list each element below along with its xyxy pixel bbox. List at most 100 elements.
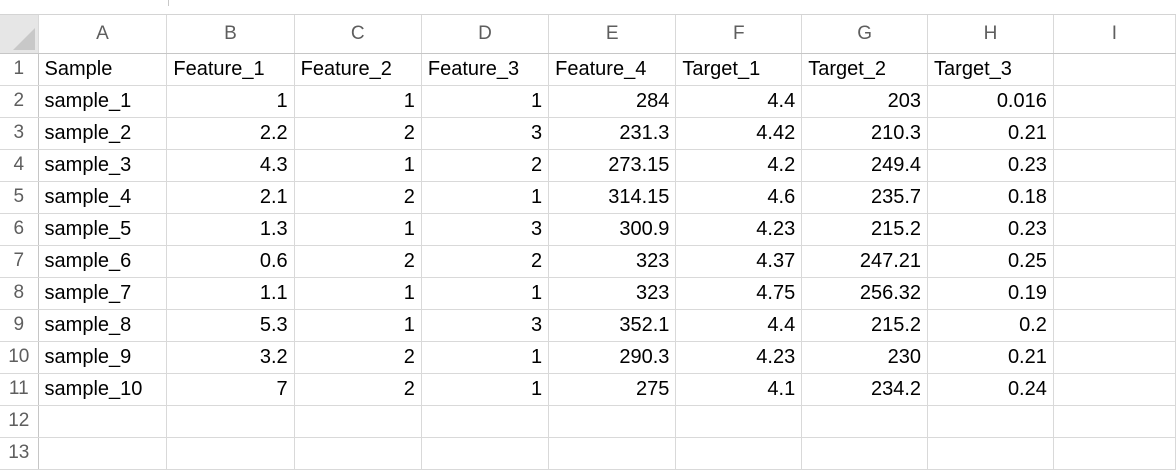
cell-C5[interactable]: 2	[294, 181, 422, 214]
cell-A11[interactable]: sample_10	[38, 373, 168, 406]
cell-G8[interactable]: 256.32	[801, 277, 929, 310]
cell-G7[interactable]: 247.21	[801, 245, 929, 278]
cell-A9[interactable]: sample_8	[38, 309, 168, 342]
row-header-10[interactable]: 10	[0, 341, 39, 374]
cell-A6[interactable]: sample_5	[38, 213, 168, 246]
cell-A2[interactable]: sample_1	[38, 85, 168, 118]
cell-A10[interactable]: sample_9	[38, 341, 168, 374]
cell-D9[interactable]: 3	[421, 309, 550, 342]
cell-A3[interactable]: sample_2	[38, 117, 168, 150]
cell-I6[interactable]	[1053, 213, 1176, 246]
cell-H9[interactable]: 0.2	[927, 309, 1054, 342]
cell-A4[interactable]: sample_3	[38, 149, 168, 182]
cell-F10[interactable]: 4.23	[675, 341, 803, 374]
row-header-8[interactable]: 8	[0, 277, 39, 310]
cell-B1[interactable]: Feature_1	[166, 53, 295, 86]
cell-C6[interactable]: 1	[294, 213, 422, 246]
cell-G1[interactable]: Target_2	[801, 53, 929, 86]
cell-B11[interactable]: 7	[166, 373, 295, 406]
cell-F8[interactable]: 4.75	[675, 277, 803, 310]
cell-D12[interactable]	[421, 405, 550, 438]
cell-C4[interactable]: 1	[294, 149, 422, 182]
cell-F4[interactable]: 4.2	[675, 149, 803, 182]
cell-G12[interactable]	[801, 405, 929, 438]
row-header-11[interactable]: 11	[0, 373, 39, 406]
cell-F13[interactable]	[675, 437, 803, 470]
cell-I8[interactable]	[1053, 277, 1176, 310]
row-header-7[interactable]: 7	[0, 245, 39, 278]
row-header-13[interactable]: 13	[0, 437, 39, 470]
cell-G13[interactable]	[801, 437, 929, 470]
cell-I3[interactable]	[1053, 117, 1176, 150]
select-all-corner[interactable]	[0, 15, 39, 54]
cell-E12[interactable]	[548, 405, 677, 438]
column-header-H[interactable]: H	[927, 15, 1054, 54]
row-header-4[interactable]: 4	[0, 149, 39, 182]
cell-E3[interactable]: 231.3	[548, 117, 677, 150]
cell-F12[interactable]	[675, 405, 803, 438]
cell-B2[interactable]: 1	[166, 85, 295, 118]
cell-F11[interactable]: 4.1	[675, 373, 803, 406]
cell-B7[interactable]: 0.6	[166, 245, 295, 278]
cell-D2[interactable]: 1	[421, 85, 550, 118]
cell-G4[interactable]: 249.4	[801, 149, 929, 182]
cell-A7[interactable]: sample_6	[38, 245, 168, 278]
cell-H12[interactable]	[927, 405, 1054, 438]
cell-C3[interactable]: 2	[294, 117, 422, 150]
cell-D4[interactable]: 2	[421, 149, 550, 182]
cell-G3[interactable]: 210.3	[801, 117, 929, 150]
cell-B12[interactable]	[166, 405, 295, 438]
cell-B5[interactable]: 2.1	[166, 181, 295, 214]
cell-E4[interactable]: 273.15	[548, 149, 677, 182]
cell-H2[interactable]: 0.016	[927, 85, 1054, 118]
cell-E10[interactable]: 290.3	[548, 341, 677, 374]
cell-D7[interactable]: 2	[421, 245, 550, 278]
cell-A13[interactable]	[38, 437, 168, 470]
cell-B8[interactable]: 1.1	[166, 277, 295, 310]
cell-I9[interactable]	[1053, 309, 1176, 342]
cell-C1[interactable]: Feature_2	[294, 53, 422, 86]
cell-B6[interactable]: 1.3	[166, 213, 295, 246]
column-header-G[interactable]: G	[801, 15, 929, 54]
row-header-3[interactable]: 3	[0, 117, 39, 150]
cell-E8[interactable]: 323	[548, 277, 677, 310]
cell-B13[interactable]	[166, 437, 295, 470]
cell-D5[interactable]: 1	[421, 181, 550, 214]
cell-H8[interactable]: 0.19	[927, 277, 1054, 310]
cell-I12[interactable]	[1053, 405, 1176, 438]
cell-B9[interactable]: 5.3	[166, 309, 295, 342]
column-header-A[interactable]: A	[38, 15, 168, 54]
cell-I5[interactable]	[1053, 181, 1176, 214]
cell-C13[interactable]	[294, 437, 422, 470]
row-header-12[interactable]: 12	[0, 405, 39, 438]
cell-E13[interactable]	[548, 437, 677, 470]
cell-A12[interactable]	[38, 405, 168, 438]
column-header-F[interactable]: F	[675, 15, 803, 54]
column-header-B[interactable]: B	[166, 15, 295, 54]
cell-G10[interactable]: 230	[801, 341, 929, 374]
cell-D1[interactable]: Feature_3	[421, 53, 550, 86]
cell-D13[interactable]	[421, 437, 550, 470]
row-header-2[interactable]: 2	[0, 85, 39, 118]
cell-I1[interactable]	[1053, 53, 1176, 86]
cell-F7[interactable]: 4.37	[675, 245, 803, 278]
cell-G5[interactable]: 235.7	[801, 181, 929, 214]
cell-D10[interactable]: 1	[421, 341, 550, 374]
cell-B10[interactable]: 3.2	[166, 341, 295, 374]
column-header-E[interactable]: E	[548, 15, 677, 54]
cell-F3[interactable]: 4.42	[675, 117, 803, 150]
cell-G11[interactable]: 234.2	[801, 373, 929, 406]
cell-G2[interactable]: 203	[801, 85, 929, 118]
cell-F5[interactable]: 4.6	[675, 181, 803, 214]
cell-A8[interactable]: sample_7	[38, 277, 168, 310]
cell-C9[interactable]: 1	[294, 309, 422, 342]
cell-B4[interactable]: 4.3	[166, 149, 295, 182]
cell-A5[interactable]: sample_4	[38, 181, 168, 214]
cell-E7[interactable]: 323	[548, 245, 677, 278]
cell-F9[interactable]: 4.4	[675, 309, 803, 342]
cell-H4[interactable]: 0.23	[927, 149, 1054, 182]
cell-D11[interactable]: 1	[421, 373, 550, 406]
cell-E9[interactable]: 352.1	[548, 309, 677, 342]
cell-I11[interactable]	[1053, 373, 1176, 406]
cell-A1[interactable]: Sample	[38, 53, 168, 86]
